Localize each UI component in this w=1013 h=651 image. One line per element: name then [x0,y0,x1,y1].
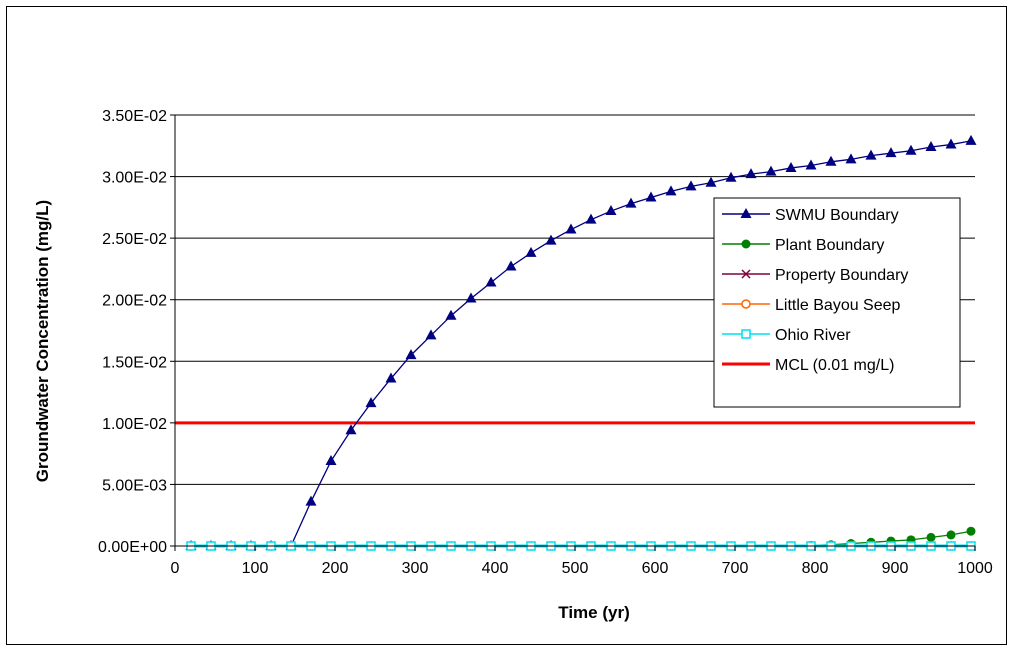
y-tick-label: 0.00E+00 [98,539,167,556]
legend-marker [741,299,751,309]
x-tick-label: 200 [322,560,349,577]
data-point [625,197,637,208]
data-point [605,205,617,216]
y-tick-label: 2.00E-02 [102,293,167,310]
x-tick-label: 0 [171,560,180,577]
data-point [445,309,457,320]
x-tick-label: 400 [482,560,509,577]
data-point [545,234,557,245]
data-point [665,185,677,196]
data-point [805,159,817,170]
data-point [825,155,837,166]
legend-marker [740,208,752,218]
data-point [645,191,657,202]
x-tick-label: 600 [642,560,669,577]
data-point [926,532,936,542]
axes: 0.00E+00 5.00E-03 1.00E-02 1.50E-02 2.00E-02… [98,108,993,577]
y-tick-label: 5.00E-03 [102,477,167,494]
data-point [925,141,937,152]
x-tick-label: 1000 [957,560,993,577]
y-tick-label: 2.50E-02 [102,231,167,248]
data-point [585,213,597,224]
data-point [365,397,377,408]
data-point [705,176,717,187]
data-point [845,153,857,164]
data-point [345,424,357,435]
x-tick-label: 500 [562,560,589,577]
y-tick-label: 3.50E-02 [102,108,167,125]
x-tick-label: 900 [882,560,909,577]
data-point [325,455,337,466]
data-point [385,372,397,383]
legend-label: Plant Boundary [775,237,884,254]
data-point [945,138,957,149]
data-point [965,134,977,145]
marker-stroke [741,269,751,279]
legend-label: Little Bayou Seep [775,297,901,314]
x-tick-label: 800 [802,560,829,577]
data-point [785,161,797,172]
x-tick-label: 700 [722,560,749,577]
data-point [966,526,976,536]
data-point [885,147,897,158]
data-point [946,530,956,540]
data-point [745,168,757,179]
data-point [525,246,537,257]
x-axis-title: Time (yr) [558,603,630,622]
legend-marker [741,329,751,339]
data-point [465,292,477,303]
legend-item-mcl-0-01-mg-l: MCL (0.01 mg/L) [722,357,894,374]
legend-item-swmu-boundary: SWMU Boundary [722,207,899,224]
legend-item-little-bayou-seep: Little Bayou Seep [722,297,901,314]
data-point [305,495,317,506]
data-point [505,260,517,271]
series-line [191,140,972,547]
data-point [765,165,777,176]
data-point [685,180,697,191]
y-tick-label: 1.00E-02 [102,416,167,433]
y-tick-label: 1.50E-02 [102,354,167,371]
x-tick-label: 100 [242,560,269,577]
data-point [485,276,497,287]
data-point [405,349,417,360]
legend-marker [741,239,751,249]
legend-label: Ohio River [775,327,851,344]
x-tick-label: 300 [402,560,429,577]
data-point [905,144,917,155]
legend-label: Property Boundary [775,267,908,284]
legend-label: SWMU Boundary [775,207,899,224]
legend-box [713,197,961,408]
legend-item-plant-boundary: Plant Boundary [722,237,884,254]
legend-item-property-boundary: Property Boundary [722,267,908,284]
y-axis-title: Groundwater Concentration (mg/L) [33,200,52,482]
legend-item-ohio-river: Ohio River [722,327,851,344]
data-point [425,329,437,340]
data-point [865,149,877,160]
legend-marker [741,269,751,279]
legend-label: MCL (0.01 mg/L) [775,357,894,374]
data-point [565,223,577,234]
legend: SWMU Boundary Plant Boundary Property Boun… [713,197,961,408]
data-point [725,171,737,182]
y-tick-label: 3.00E-02 [102,170,167,187]
